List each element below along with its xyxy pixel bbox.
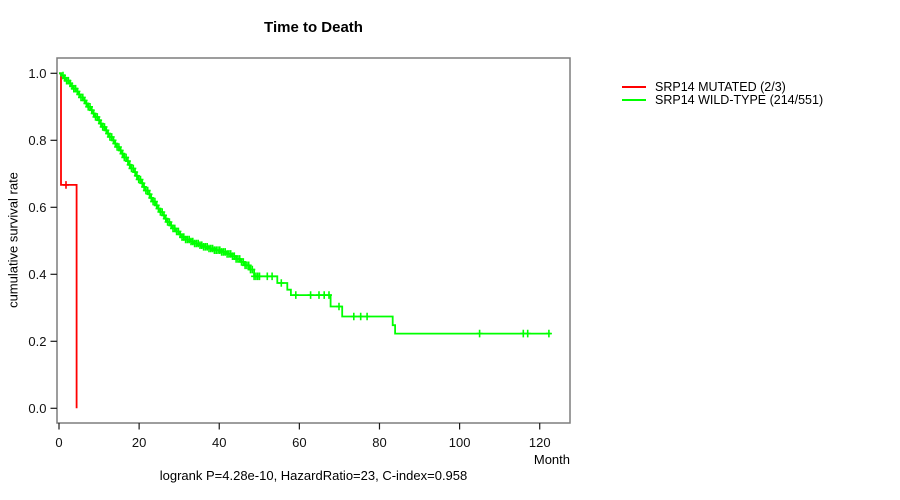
statistics-annotation: logrank P=4.28e-10, HazardRatio=23, C-in… — [159, 468, 468, 483]
y-tick-label: 0.0 — [28, 401, 46, 416]
legend-label-mutated: SRP14 MUTATED (2/3) — [655, 79, 786, 94]
mutated-line-swatch — [622, 85, 646, 88]
legend-item-mutated: SRP14 MUTATED (2/3) — [622, 80, 823, 94]
x-tick-label: 60 — [292, 435, 306, 450]
legend: SRP14 MUTATED (2/3) SRP14 WILD-TYPE (214… — [622, 80, 823, 107]
y-axis-title: cumulative survival rate — [5, 172, 21, 308]
x-tick-label: 0 — [55, 435, 62, 450]
survival-curve-mutated — [59, 72, 78, 409]
y-tick-label: 0.4 — [28, 267, 46, 282]
x-tick-label: 40 — [212, 435, 226, 450]
survival-curve-wild-type-censor-marks — [60, 71, 552, 338]
plot-box — [56, 57, 571, 424]
x-tick-label: 80 — [372, 435, 386, 450]
chart-title: Time to Death — [264, 19, 363, 36]
x-axis-title: Month — [533, 452, 570, 467]
legend-item-wild-type: SRP14 WILD-TYPE (214/551) — [622, 93, 824, 108]
x-tick-label: 120 — [529, 435, 551, 450]
y-tick-label: 0.6 — [28, 200, 46, 215]
y-tick-label: 1.0 — [28, 66, 46, 81]
x-tick-label: 20 — [132, 435, 146, 450]
y-tick-label: 0.2 — [28, 334, 46, 349]
x-tick-label: 100 — [449, 435, 471, 450]
legend-label-wild-type: SRP14 WILD-TYPE (214/551) — [655, 93, 824, 108]
y-tick-label: 0.8 — [28, 133, 46, 148]
survival-curve-mutated-censor-marks — [63, 181, 69, 189]
survival-curve-wild-type — [59, 72, 551, 335]
wild-type-line-swatch — [622, 99, 646, 102]
